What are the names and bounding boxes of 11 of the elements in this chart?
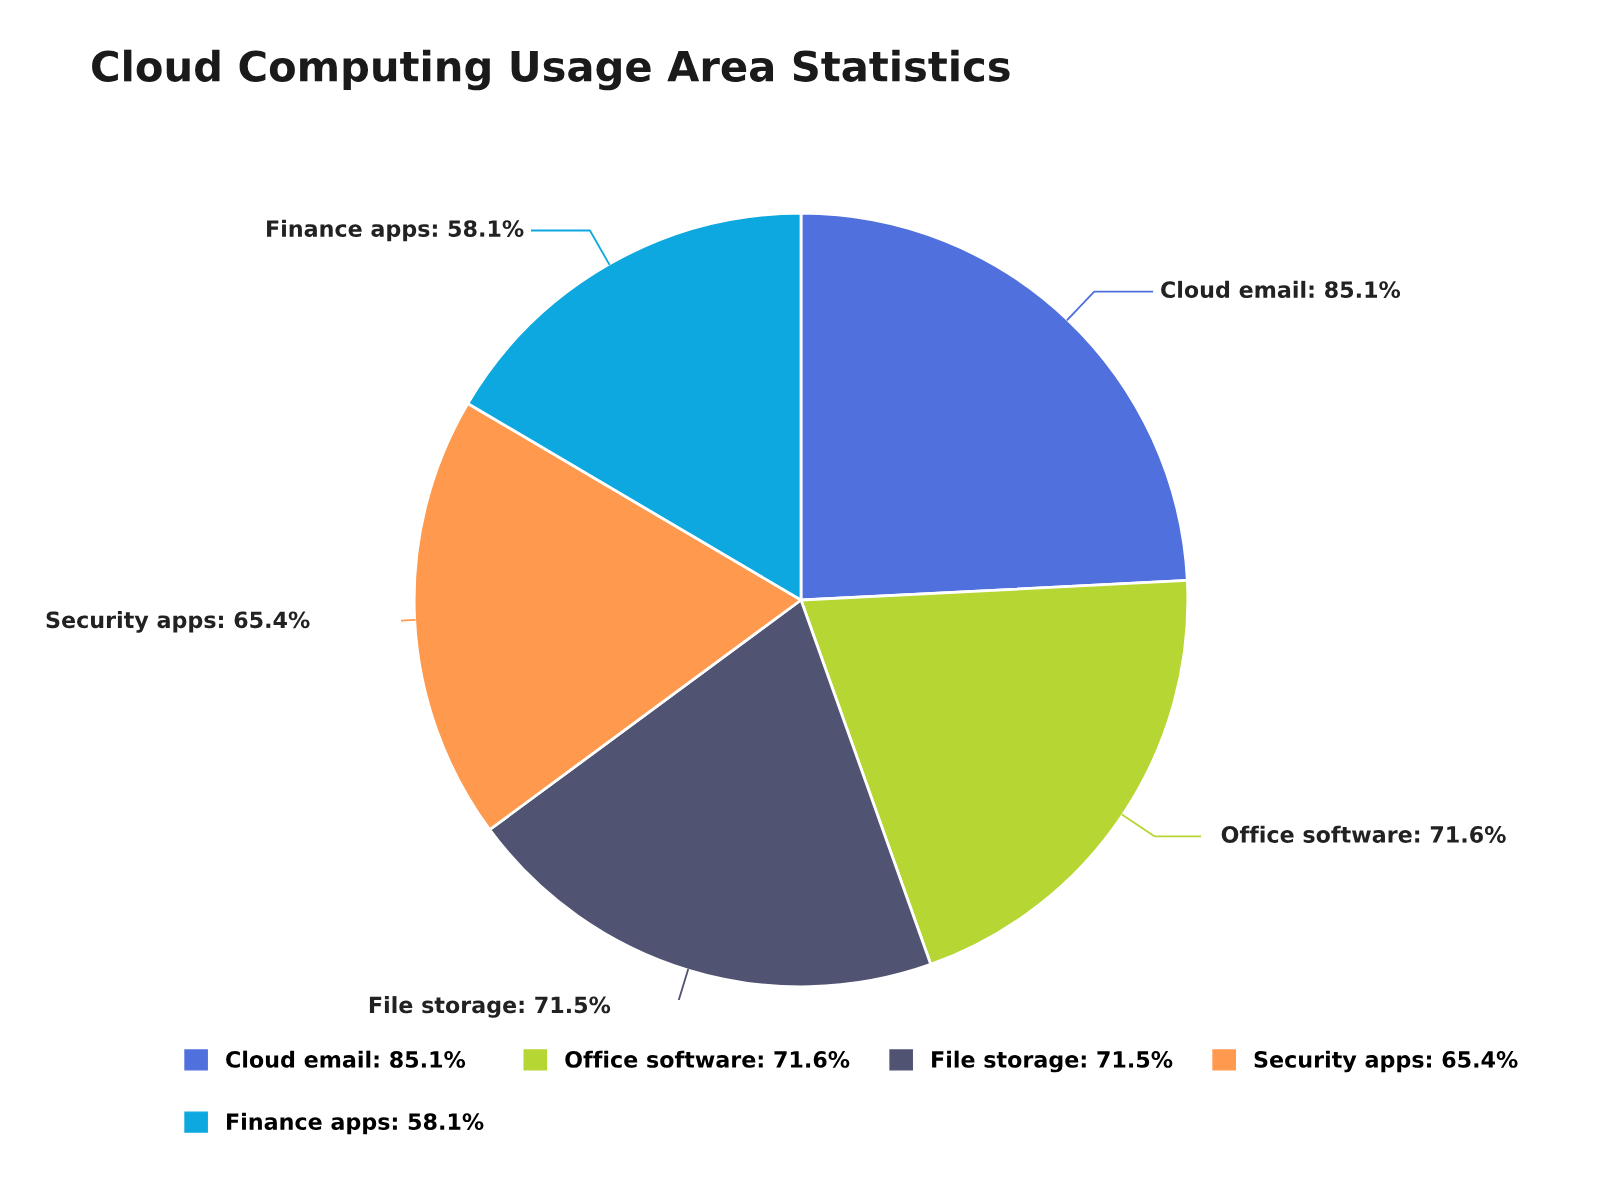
slice-label: Finance apps: 58.1%: [267, 219, 524, 242]
slice-label: Office software: 71.6%: [1221, 825, 1506, 843]
legend-label: Office software: 71.6%: [565, 1050, 850, 1068]
legend-label: File storage: 71.5%: [932, 1050, 1173, 1073]
slice-label: File storage: 71.5%: [369, 996, 611, 1018]
chart-title: Cloud Computing Usage Area Statistics: [92, 49, 1010, 91]
slice-label: Cloud email: 85.1%: [1161, 280, 1401, 299]
legend-label: Cloud email: 85.1%: [226, 1050, 466, 1068]
legend-label: Finance apps: 58.1%: [227, 1112, 484, 1135]
legend-label: Security apps: 65.4%: [1254, 1050, 1518, 1073]
slice-label: Security apps: 65.4%: [46, 611, 310, 633]
